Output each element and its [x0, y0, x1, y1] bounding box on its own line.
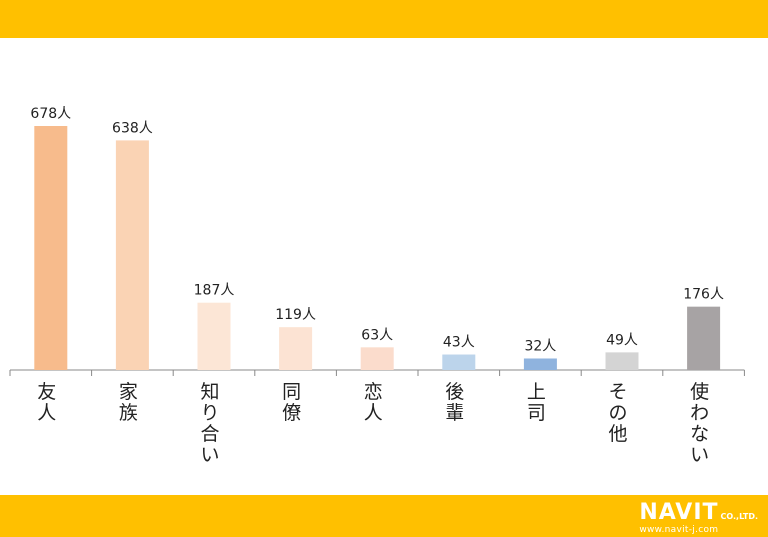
value-label-4: 63人: [361, 327, 393, 343]
category-label-8: 使わない: [690, 381, 709, 466]
bar-7: [605, 352, 639, 370]
bar-3: [279, 327, 313, 370]
category-label-5: 後輩: [445, 381, 464, 424]
value-label-5: 43人: [443, 335, 475, 351]
category-label-7: その他: [608, 381, 627, 445]
bottom-banner: [0, 495, 768, 537]
bar-0: [34, 126, 68, 370]
value-label-1: 638人: [112, 120, 153, 136]
value-label-2: 187人: [194, 283, 235, 299]
logo-name: NAVIT: [639, 500, 719, 525]
value-label-8: 176人: [683, 287, 724, 303]
value-label-0: 678人: [30, 106, 71, 122]
top-banner: [0, 0, 768, 38]
logo-suffix: CO.,LTD.: [720, 512, 758, 521]
value-label-3: 119人: [275, 307, 316, 323]
bar-8: [687, 306, 721, 370]
category-label-3: 同僚: [282, 381, 301, 424]
category-label-2: 知り合い: [200, 381, 219, 466]
company-logo: NAVIT CO.,LTD. www.navit-j.com: [639, 502, 758, 535]
bar-4: [360, 347, 394, 370]
value-label-6: 32人: [524, 338, 556, 354]
value-label-7: 49人: [606, 332, 638, 348]
bar-5: [442, 354, 476, 370]
bar-6: [523, 358, 557, 370]
category-label-1: 家族: [119, 381, 138, 424]
category-label-4: 恋人: [364, 381, 383, 424]
category-label-0: 友人: [37, 381, 56, 424]
category-label-6: 上司: [527, 381, 546, 424]
logo-url: www.navit-j.com: [639, 525, 719, 535]
bar-2: [197, 302, 231, 370]
bar-1: [115, 140, 149, 370]
